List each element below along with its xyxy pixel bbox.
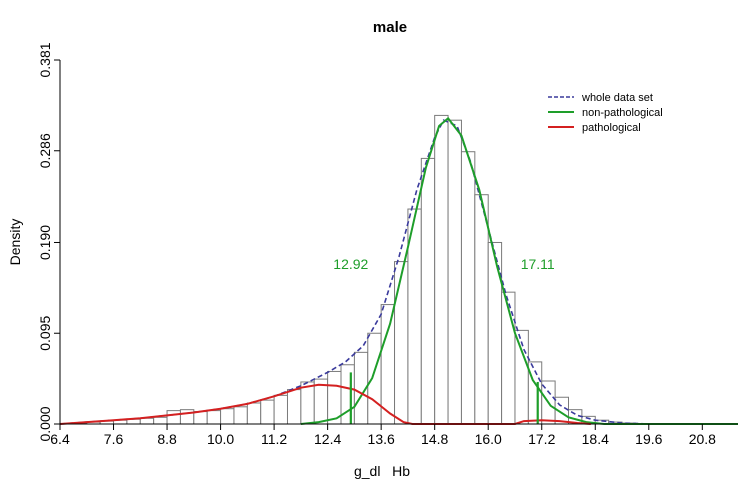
series-non-pathological-line bbox=[300, 116, 738, 425]
histogram-bar-12 bbox=[220, 408, 235, 425]
x-tick-label-2: 8.8 bbox=[157, 431, 177, 447]
x-tick-label-0: 6.4 bbox=[50, 431, 70, 447]
x-tick-label-11: 19.6 bbox=[635, 431, 662, 447]
y-axis-label: Density bbox=[7, 219, 23, 266]
x-tick-label-4: 11.2 bbox=[261, 431, 287, 447]
x-axis-label: g_dl Hb bbox=[354, 463, 410, 479]
legend-label-non-pathological: non-pathological bbox=[582, 107, 663, 119]
histogram-bar-30 bbox=[460, 151, 476, 425]
series-pathological-line bbox=[59, 383, 591, 425]
x-tick-label-10: 18.4 bbox=[582, 431, 609, 447]
histogram-bar-28 bbox=[434, 114, 449, 425]
histogram-bar-11 bbox=[206, 410, 222, 425]
cutoff-lines bbox=[349, 372, 539, 424]
axes: 0.000 0.095 0.190 0.286 0.381 6.4 7.6 8.8 10.0 11… bbox=[37, 42, 738, 447]
legend: whole data set non-pathological pathologic… bbox=[548, 92, 663, 134]
x-tick-label-9: 17.2 bbox=[528, 431, 555, 447]
x-tick-label-1: 7.6 bbox=[104, 431, 124, 447]
histogram-bar-13 bbox=[233, 406, 248, 425]
histogram-bar-29 bbox=[447, 119, 462, 425]
density-curves bbox=[59, 116, 738, 425]
x-tick-label-12: 20.8 bbox=[689, 431, 716, 447]
x-tick-label-6: 13.6 bbox=[368, 431, 395, 447]
histogram-bar-15 bbox=[260, 399, 275, 425]
histogram-bar-10 bbox=[193, 411, 208, 425]
y-tick-label-0: 0.000 bbox=[37, 406, 53, 441]
y-tick-label-1: 0.095 bbox=[37, 316, 53, 351]
histogram-bar-31 bbox=[474, 194, 489, 425]
legend-label-whole-data-set: whole data set bbox=[581, 92, 653, 104]
histogram-bar-27 bbox=[420, 157, 436, 425]
chart-title: male bbox=[373, 19, 407, 36]
legend-label-pathological: pathological bbox=[582, 122, 641, 134]
y-tick-label-3: 0.286 bbox=[37, 133, 53, 168]
x-tick-label-5: 12.4 bbox=[314, 431, 341, 447]
y-tick-label-4: 0.381 bbox=[37, 42, 53, 77]
cutoff-annotation-1: 17.11 bbox=[521, 256, 555, 272]
x-tick-label-3: 10.0 bbox=[207, 431, 234, 447]
histogram-bar-24 bbox=[380, 304, 396, 425]
cutoff-annotation-0: 12.92 bbox=[333, 256, 368, 272]
histogram-bar-6 bbox=[139, 417, 155, 425]
y-tick-label-2: 0.190 bbox=[37, 225, 53, 260]
cutoff-annotations: 12.92 17.11 bbox=[333, 256, 555, 272]
histogram-bar-17 bbox=[286, 389, 302, 425]
histogram-bar-23 bbox=[367, 332, 382, 425]
histogram-bar-14 bbox=[246, 402, 262, 425]
histogram-bar-16 bbox=[273, 394, 288, 425]
histogram-bar-7 bbox=[153, 416, 168, 425]
x-tick-label-8: 16.0 bbox=[475, 431, 502, 447]
histogram-bar-25 bbox=[394, 261, 409, 425]
x-tick-label-7: 14.8 bbox=[421, 431, 448, 447]
histogram-bar-8 bbox=[166, 410, 181, 425]
